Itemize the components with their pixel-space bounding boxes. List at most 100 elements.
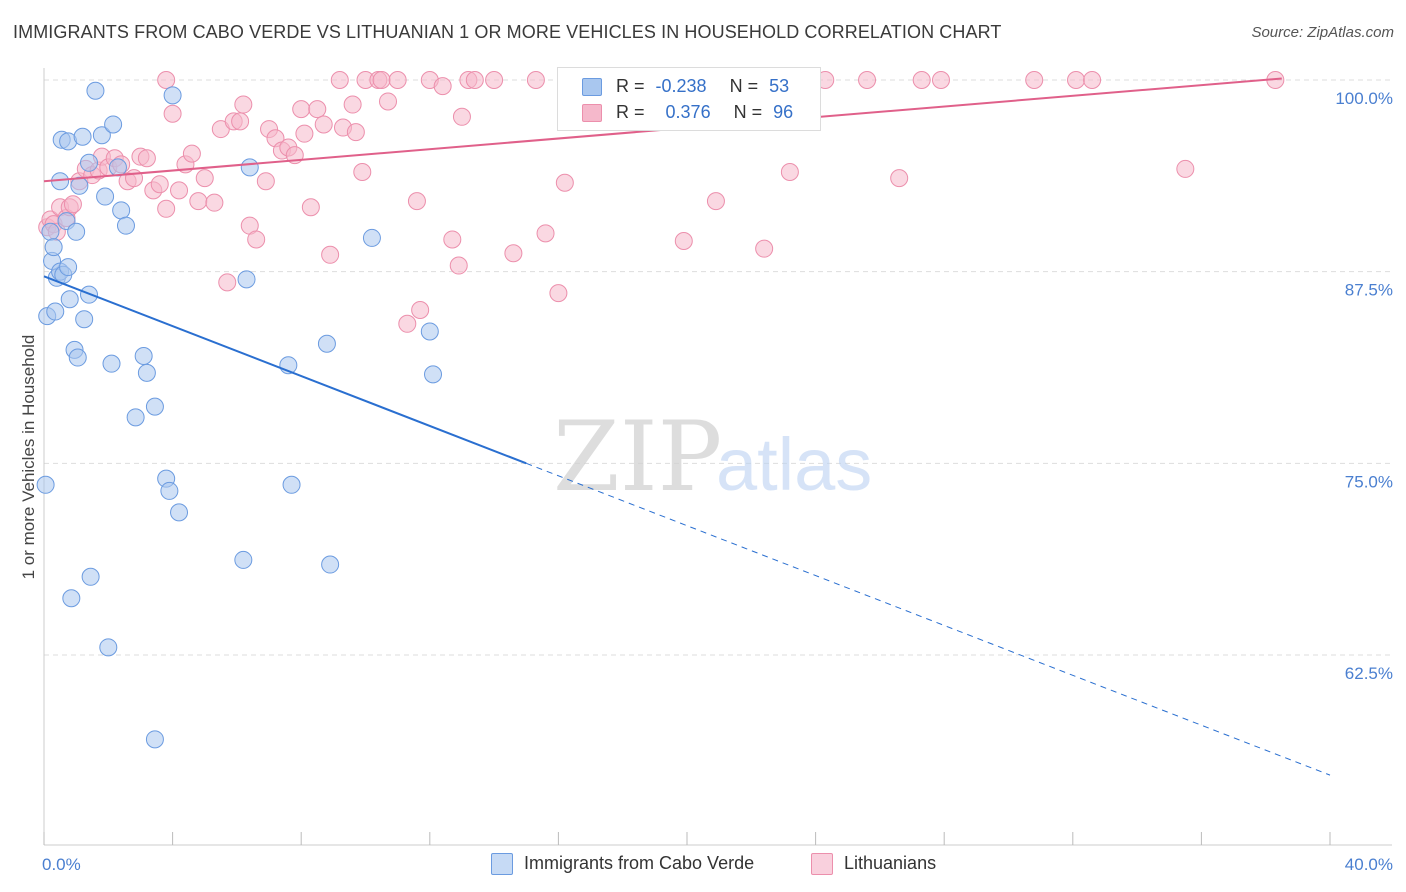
data-point-lithuanians	[292, 100, 311, 119]
watermark: ZIP atlas	[553, 401, 872, 513]
data-point-lithuanians	[330, 71, 349, 89]
data-point-cabo-verde	[102, 354, 121, 373]
data-point-cabo-verde	[62, 589, 81, 608]
legend-n-value: 96	[773, 102, 794, 122]
data-point-lithuanians	[1083, 71, 1102, 89]
data-point-lithuanians	[890, 169, 909, 188]
data-point-cabo-verde	[163, 86, 182, 105]
data-point-lithuanians	[755, 239, 774, 258]
data-point-cabo-verde	[80, 153, 99, 172]
data-point-cabo-verde	[96, 187, 115, 206]
data-point-lithuanians	[1176, 159, 1195, 178]
data-point-lithuanians	[858, 71, 877, 89]
legend-swatch-pink	[582, 104, 602, 122]
data-point-lithuanians	[407, 192, 426, 211]
data-point-lithuanians	[205, 193, 224, 212]
data-point-lithuanians	[321, 245, 340, 264]
data-point-cabo-verde	[362, 228, 381, 247]
trend-line-cabo-verde-extension	[526, 462, 1331, 776]
chart-title: IMMIGRANTS FROM CABO VERDE VS LITHUANIAN…	[13, 22, 1002, 42]
data-point-cabo-verde	[41, 222, 60, 241]
legend-n-label: N =	[729, 76, 759, 96]
data-point-cabo-verde	[73, 127, 92, 146]
data-point-lithuanians	[150, 175, 169, 194]
data-point-cabo-verde	[420, 322, 439, 341]
data-point-lithuanians	[63, 195, 82, 214]
data-point-cabo-verde	[60, 290, 79, 309]
x-tick-labels: 0.0% 40.0%	[42, 855, 1393, 874]
data-point-cabo-verde	[145, 730, 164, 749]
data-point-lithuanians	[780, 163, 799, 181]
data-point-cabo-verde	[317, 334, 336, 353]
stats-legend: R = -0.238 N = 53 R = 0.376 N = 96	[557, 67, 821, 131]
y-tick-labels: 100.0% 87.5% 75.0% 62.5%	[1335, 89, 1393, 683]
legend-swatch-pink	[811, 853, 833, 875]
data-point-lithuanians	[170, 181, 189, 200]
data-point-lithuanians	[137, 149, 156, 168]
data-point-cabo-verde	[75, 310, 94, 329]
data-point-cabo-verde	[137, 363, 156, 382]
data-point-lithuanians	[433, 77, 452, 96]
data-point-cabo-verde	[81, 567, 100, 586]
data-point-lithuanians	[125, 169, 144, 188]
data-point-cabo-verde	[112, 201, 131, 220]
data-point-lithuanians	[443, 230, 462, 249]
axes	[43, 68, 1392, 846]
watermark-zip: ZIP	[553, 401, 722, 513]
y-tick-label: 100.0%	[1335, 89, 1393, 108]
legend-r-value: -0.238	[655, 76, 707, 96]
data-point-cabo-verde	[240, 158, 259, 177]
legend-label-lithuanians: Lithuanians	[844, 853, 937, 873]
legend-r-label: R =	[616, 102, 645, 122]
data-point-lithuanians	[157, 199, 176, 218]
data-point-cabo-verde	[99, 638, 118, 657]
data-point-cabo-verde	[170, 503, 189, 522]
legend-r-value: 0.376	[665, 102, 711, 122]
data-point-lithuanians	[189, 192, 208, 211]
data-point-cabo-verde	[116, 216, 135, 235]
y-tick-label: 62.5%	[1345, 664, 1393, 683]
data-point-lithuanians	[343, 95, 362, 114]
data-point-cabo-verde	[234, 550, 253, 569]
data-point-cabo-verde	[108, 158, 127, 177]
data-point-lithuanians	[157, 71, 176, 89]
data-point-cabo-verde	[68, 348, 87, 367]
data-point-lithuanians	[526, 71, 545, 89]
data-point-cabo-verde	[104, 115, 123, 134]
series-lithuanians-points	[38, 71, 1285, 333]
data-point-lithuanians	[256, 172, 275, 191]
data-point-cabo-verde	[321, 555, 340, 574]
data-point-lithuanians	[931, 71, 950, 89]
data-point-lithuanians	[379, 92, 398, 111]
data-point-lithuanians	[388, 71, 407, 89]
legend-swatch-blue	[582, 78, 602, 96]
y-tick-label: 87.5%	[1345, 281, 1393, 300]
legend-label-cabo-verde: Immigrants from Cabo Verde	[524, 853, 755, 873]
data-point-lithuanians	[234, 95, 253, 114]
data-point-cabo-verde	[92, 126, 111, 145]
data-point-cabo-verde	[67, 222, 86, 241]
data-point-lithuanians	[706, 192, 725, 211]
data-point-lithuanians	[485, 71, 504, 89]
data-point-lithuanians	[504, 244, 523, 263]
source-label: Source: ZipAtlas.com	[1251, 24, 1394, 41]
data-point-lithuanians	[674, 232, 693, 250]
data-point-lithuanians	[1025, 71, 1044, 89]
data-point-lithuanians	[195, 169, 214, 188]
data-point-lithuanians	[301, 198, 320, 217]
data-point-lithuanians	[314, 115, 333, 134]
data-point-lithuanians	[247, 230, 266, 249]
legend-n-value: 53	[769, 76, 790, 96]
data-point-lithuanians	[465, 71, 484, 89]
data-point-cabo-verde	[160, 481, 179, 500]
y-axis-title: 1 or more Vehicles in Household	[19, 335, 38, 580]
data-point-lithuanians	[231, 112, 250, 131]
data-point-lithuanians	[182, 144, 201, 163]
data-point-lithuanians	[295, 124, 314, 143]
data-point-lithuanians	[308, 100, 327, 119]
data-point-cabo-verde	[86, 81, 105, 100]
data-point-lithuanians	[912, 71, 931, 89]
data-point-lithuanians	[449, 256, 468, 275]
data-point-cabo-verde	[424, 365, 443, 384]
